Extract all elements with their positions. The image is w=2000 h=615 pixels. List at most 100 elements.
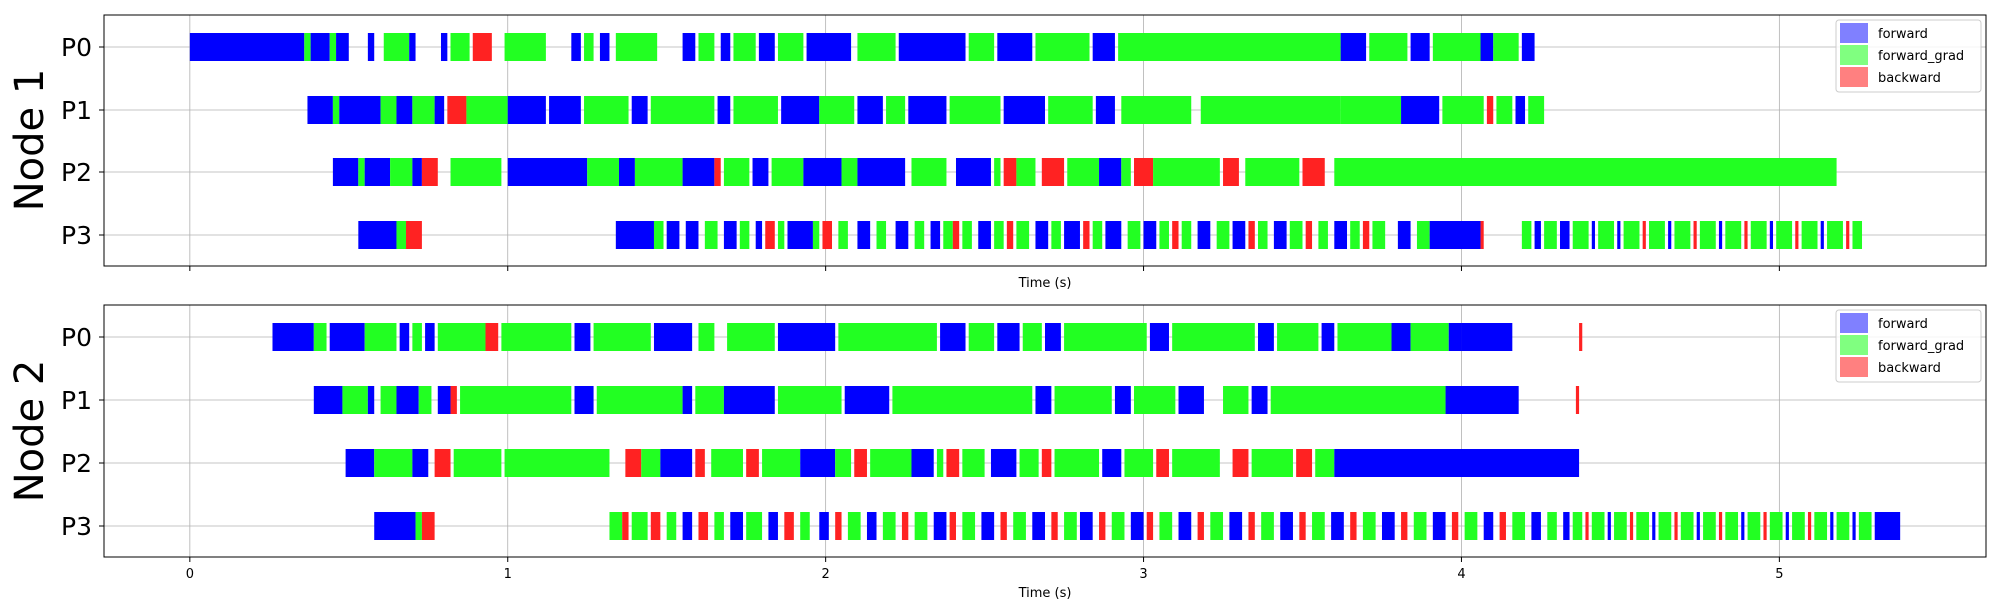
- span-bar-forward: [1334, 221, 1348, 249]
- span-bar-forward: [1149, 323, 1169, 351]
- span-bar-forward: [1280, 512, 1293, 540]
- span-bar-forward-grad: [1121, 96, 1192, 124]
- span-bar-forward: [857, 221, 871, 249]
- span-bar-forward: [313, 386, 343, 414]
- span-bar-forward-grad: [1337, 323, 1392, 351]
- span-bar-forward: [345, 449, 375, 477]
- span-bar-forward: [723, 221, 737, 249]
- span-bar-forward-grad: [666, 512, 677, 540]
- span-bar-forward: [358, 221, 397, 249]
- span-bar-forward: [1334, 449, 1580, 477]
- span-bar-forward-grad: [1493, 33, 1519, 61]
- span-bar-forward-grad: [1591, 512, 1605, 540]
- span-bar-forward-grad: [1814, 512, 1828, 540]
- span-bar-backward: [1197, 512, 1204, 540]
- span-bar-forward: [682, 512, 693, 540]
- span-bar-forward-grad: [453, 449, 502, 477]
- span-bar-forward-grad: [1153, 158, 1220, 186]
- span-bar-forward: [434, 96, 445, 124]
- span-bar-forward: [399, 323, 410, 351]
- span-bar-backward: [406, 221, 422, 249]
- span-bar-forward: [755, 221, 763, 249]
- span-bar-forward-grad: [1544, 221, 1557, 249]
- span-bar-forward-grad: [1572, 221, 1589, 249]
- span-bar-forward: [682, 158, 715, 186]
- span-bar-forward: [908, 96, 947, 124]
- span-bar-forward-grad: [1127, 221, 1141, 249]
- span-bar-forward-grad: [1674, 221, 1691, 249]
- span-bar-forward-grad: [1680, 512, 1694, 540]
- span-bar-forward-grad: [329, 33, 337, 61]
- span-bar-forward-grad: [1369, 33, 1408, 61]
- span-bar-forward-grad: [943, 221, 953, 249]
- span-bar-forward-grad: [1064, 512, 1077, 540]
- legend-label-forward: forward: [1878, 27, 1928, 42]
- span-bar-backward: [901, 512, 909, 540]
- span-bar-forward: [364, 158, 391, 186]
- span-bar-forward-grad: [1016, 221, 1030, 249]
- span-bar-forward-grad: [695, 386, 724, 414]
- span-bar-forward: [930, 221, 941, 249]
- span-bar-forward-grad: [1416, 221, 1430, 249]
- span-bar-forward-grad: [1257, 221, 1268, 249]
- span-bar-forward: [329, 323, 365, 351]
- span-bar-forward-grad: [876, 221, 887, 249]
- span-bar-backward: [946, 449, 960, 477]
- span-bar-forward: [1560, 221, 1570, 249]
- span-bar-forward-grad: [1362, 512, 1376, 540]
- legend-swatch-backward: [1840, 357, 1868, 377]
- span-bar-backward: [1807, 512, 1812, 540]
- span-bar-forward: [425, 323, 435, 351]
- span-bar-forward-grad: [838, 323, 937, 351]
- span-bar-forward-grad: [962, 512, 976, 540]
- span-bar-forward: [1391, 323, 1411, 351]
- span-bar-forward: [1432, 512, 1446, 540]
- span-bar-forward-grad: [1054, 449, 1100, 477]
- span-bar-forward: [1652, 512, 1656, 540]
- span-bar-forward-grad: [727, 323, 775, 351]
- legend-swatch-forward: [1840, 313, 1868, 333]
- span-bar-forward: [844, 386, 890, 414]
- span-bar-forward: [857, 158, 906, 186]
- span-bar-backward: [1041, 449, 1052, 477]
- span-bar-forward-grad: [342, 386, 368, 414]
- span-bar-forward-grad: [380, 96, 397, 124]
- x-tick-label: 0: [186, 567, 194, 582]
- span-bar-forward: [1820, 221, 1824, 249]
- span-bar-forward: [1331, 512, 1344, 540]
- span-bar-backward: [784, 512, 794, 540]
- span-bar-forward-grad: [584, 33, 594, 61]
- span-bar-forward: [1785, 512, 1789, 540]
- span-bar-forward: [599, 33, 610, 61]
- span-bar-forward: [367, 33, 375, 61]
- span-bar-backward: [695, 449, 705, 477]
- span-bar-forward: [1229, 512, 1243, 540]
- span-bar-forward-grad: [1064, 323, 1147, 351]
- span-bar-forward: [1521, 33, 1535, 61]
- span-bar-forward: [336, 33, 349, 61]
- span-bar-forward-grad: [698, 323, 715, 351]
- span-bar-backward: [472, 33, 492, 61]
- span-bar-forward-grad: [892, 386, 1033, 414]
- span-bar-forward: [682, 386, 693, 414]
- span-bar-forward: [1321, 323, 1335, 351]
- span-bar-forward-grad: [1067, 158, 1100, 186]
- span-bar-forward-grad: [634, 158, 683, 186]
- span-bar-backward: [835, 512, 842, 540]
- span-bar-forward: [1852, 512, 1856, 540]
- legend-label-forward-grad: forward_grad: [1878, 49, 1964, 64]
- span-bar-forward-grad: [936, 449, 944, 477]
- span-bar-backward: [1156, 449, 1169, 477]
- span-bar-forward: [1429, 221, 1481, 249]
- span-bar-forward-grad: [714, 512, 724, 540]
- span-bar-forward: [787, 221, 813, 249]
- span-bar-forward-grad: [1035, 33, 1090, 61]
- span-bar-backward: [1795, 221, 1799, 249]
- span-bar-forward-grad: [1216, 221, 1230, 249]
- span-bar-forward: [412, 449, 429, 477]
- span-bar-forward: [437, 386, 451, 414]
- span-bar-forward: [189, 33, 305, 61]
- span-bar-forward: [768, 512, 778, 540]
- span-bar-forward-grad: [1649, 221, 1665, 249]
